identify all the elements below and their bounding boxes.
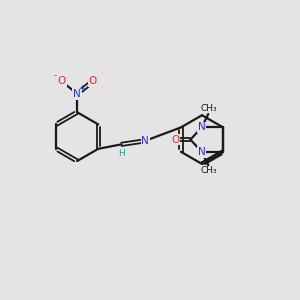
Text: N: N (141, 136, 149, 146)
Text: H: H (118, 149, 125, 158)
Text: N: N (198, 147, 206, 157)
Text: +: + (79, 84, 85, 93)
Text: O: O (58, 76, 66, 86)
Text: CH₃: CH₃ (201, 104, 218, 113)
Text: CH₃: CH₃ (201, 166, 218, 175)
Text: O: O (88, 76, 97, 86)
Text: N: N (73, 89, 81, 99)
Text: -: - (54, 71, 57, 80)
Text: N: N (198, 122, 206, 132)
Text: O: O (171, 135, 179, 145)
